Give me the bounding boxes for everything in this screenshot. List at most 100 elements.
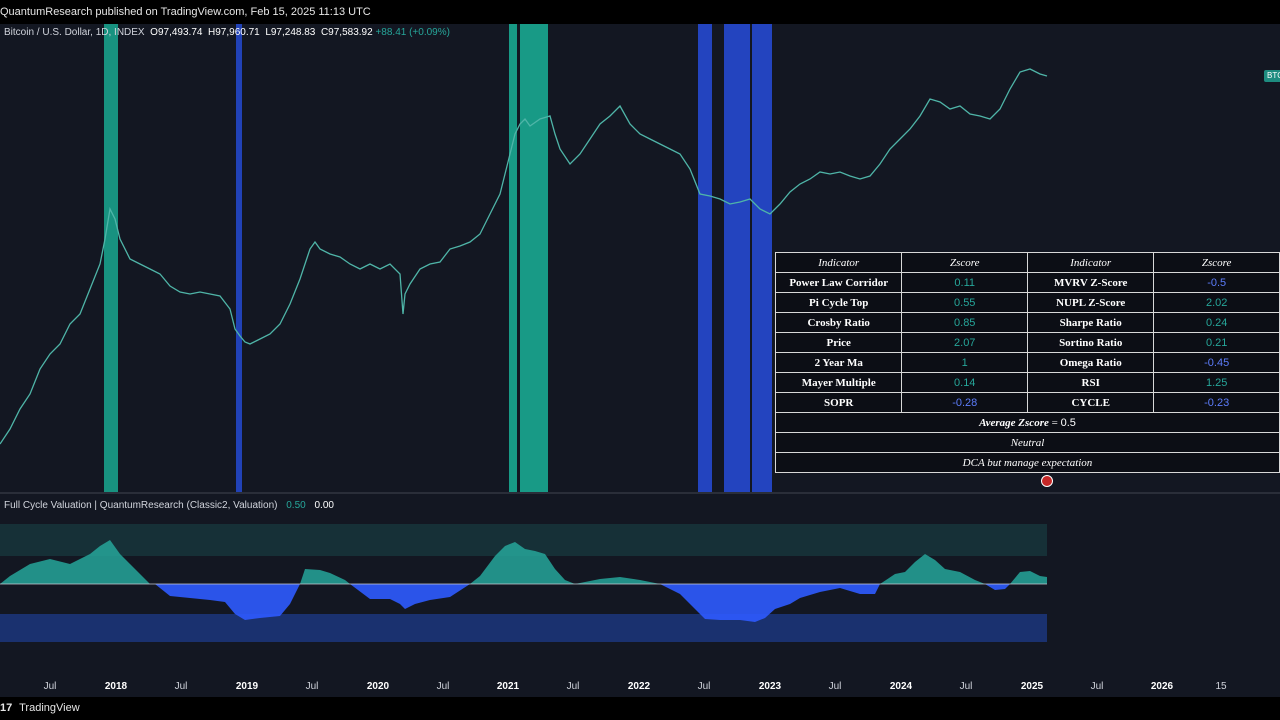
time-tick-label: Jul: [43, 681, 57, 692]
undervalued-band: [236, 24, 242, 492]
time-tick-label: Jul: [1090, 681, 1104, 692]
time-tick-label: 2021: [496, 681, 520, 692]
time-tick-label: 2022: [627, 681, 651, 692]
indicator-name-cell: Sortino Ratio: [1027, 332, 1155, 353]
market-state: Neutral: [775, 432, 1280, 453]
footer: 17 TradingView: [0, 697, 1280, 720]
indicator-legend[interactable]: Full Cycle Valuation | QuantumResearch (…: [4, 500, 334, 511]
col-header: Zscore: [901, 252, 1029, 273]
undervalued-band: [724, 24, 750, 492]
state-text: Neutral: [1010, 436, 1045, 449]
zscore-cell: 0.85: [901, 312, 1029, 333]
market-advice-row: DCA but manage expectation: [775, 452, 1280, 473]
symbol-legend[interactable]: Bitcoin / U.S. Dollar, 1D, INDEX O97,493…: [4, 27, 450, 38]
tradingview-logo-icon: 17: [0, 702, 13, 714]
time-tick-label: 2018: [104, 681, 128, 692]
time-tick-label: Jul: [436, 681, 450, 692]
indicator-name-cell: Mayer Multiple: [774, 372, 903, 393]
time-axis[interactable]: Jul 2018 Jul 2019 Jul 2020 Jul 2021 Jul 2022 Jul 20…: [0, 676, 1280, 696]
average-eq: =: [1051, 416, 1058, 429]
time-tick-label: 2020: [366, 681, 390, 692]
average-zscore: Average Zscore = 0.5: [775, 412, 1280, 433]
market-state-row: Neutral: [775, 432, 1280, 453]
zscore-cell: 0.24: [1153, 312, 1280, 333]
time-tick-label: Jul: [305, 681, 319, 692]
indicator-name-cell: Omega Ratio: [1027, 352, 1155, 373]
cursor-marker-icon: [1041, 475, 1053, 487]
symbol-name: Bitcoin / U.S. Dollar, 1D, INDEX: [4, 27, 145, 38]
indicator-name-cell: RSI: [1027, 372, 1155, 393]
col-header: Indicator: [1027, 252, 1155, 273]
valuation-bands: [104, 24, 772, 492]
average-value: 0.5: [1060, 416, 1076, 429]
overvalued-band: [520, 24, 548, 492]
col-header: Zscore: [1153, 252, 1280, 273]
ohlc-close: C97,583.92: [320, 27, 373, 38]
zscore-cell: 0.55: [901, 292, 1029, 313]
time-tick-label: Jul: [566, 681, 580, 692]
average-label: Average Zscore: [979, 416, 1049, 429]
col-header: Indicator: [774, 252, 903, 273]
table-row: Mayer Multiple 0.14 RSI 1.25: [774, 372, 1280, 393]
time-tick-label: Jul: [959, 681, 973, 692]
table-row: SOPR -0.28 CYCLE -0.23: [774, 392, 1280, 413]
time-tick-label: 2019: [235, 681, 259, 692]
zscore-cell: 1.25: [1153, 372, 1280, 393]
indicator-name-cell: Power Law Corridor: [774, 272, 903, 293]
average-zscore-row: Average Zscore = 0.5: [775, 412, 1280, 433]
time-tick-label: Jul: [174, 681, 188, 692]
time-tick-label: 2026: [1150, 681, 1174, 692]
undervalued-band: [752, 24, 772, 492]
table-row: 2 Year Ma 1 Omega Ratio -0.45: [774, 352, 1280, 373]
oscillator-positive: [0, 540, 1047, 584]
indicator-name-cell: Price: [774, 332, 903, 353]
overvalued-band: [509, 24, 517, 492]
zscore-cell: -0.45: [1153, 352, 1280, 373]
valuation-oscillator: [0, 524, 1047, 642]
zscore-cell: 0.21: [1153, 332, 1280, 353]
zscore-cell: 0.11: [901, 272, 1029, 293]
time-tick-label: 2024: [889, 681, 913, 692]
zscore-cell: -0.5: [1153, 272, 1280, 293]
time-tick-label: Jul: [697, 681, 711, 692]
table-row: Pi Cycle Top 0.55 NUPL Z-Score 2.02: [774, 292, 1280, 313]
indicator-name-cell: Crosby Ratio: [774, 312, 903, 333]
undervalued-band: [698, 24, 712, 492]
zscore-cell: 2.07: [901, 332, 1029, 353]
advice-text: DCA but manage expectation: [962, 456, 1093, 469]
zscore-cell: 1: [901, 352, 1029, 373]
zscore-table: Indicator Zscore Indicator Zscore Power …: [774, 252, 1280, 473]
indicator-value: 0.00: [314, 500, 334, 511]
brand-name: TradingView: [19, 702, 80, 714]
indicator-name: Full Cycle Valuation | QuantumResearch (…: [4, 500, 278, 511]
zscore-cell: 2.02: [1153, 292, 1280, 313]
zscore-cell: -0.28: [901, 392, 1029, 413]
market-advice: DCA but manage expectation: [775, 452, 1280, 473]
time-tick-label: 15: [1215, 681, 1227, 692]
publish-header: QuantumResearch published on TradingView…: [0, 0, 1280, 24]
indicator-name-cell: Pi Cycle Top: [774, 292, 903, 313]
indicator-name-cell: NUPL Z-Score: [1027, 292, 1155, 313]
table-row: Power Law Corridor 0.11 MVRV Z-Score -0.5: [774, 272, 1280, 293]
indicator-name-cell: 2 Year Ma: [774, 352, 903, 373]
table-row: Price 2.07 Sortino Ratio 0.21: [774, 332, 1280, 353]
indicator-value: 0.50: [286, 500, 306, 511]
time-tick-label: 2025: [1020, 681, 1044, 692]
indicator-name-cell: CYCLE: [1027, 392, 1155, 413]
btc-price-line: [0, 68, 1048, 445]
price-tag: BTC: [1264, 70, 1280, 82]
indicator-name-cell: SOPR: [774, 392, 903, 413]
oscillator-negative: [155, 584, 1010, 622]
table-header-row: Indicator Zscore Indicator Zscore: [774, 252, 1280, 273]
ohlc-low: L97,248.83: [265, 27, 316, 38]
indicator-name-cell: Sharpe Ratio: [1027, 312, 1155, 333]
zscore-cell: -0.23: [1153, 392, 1280, 413]
table-row: Crosby Ratio 0.85 Sharpe Ratio 0.24: [774, 312, 1280, 333]
price-change: +88.41 (+0.09%): [375, 27, 450, 38]
publish-text: QuantumResearch published on TradingView…: [0, 6, 371, 18]
overvalued-band: [104, 24, 118, 492]
time-tick-label: 2023: [758, 681, 782, 692]
ohlc-open: O97,493.74: [150, 27, 203, 38]
indicator-name-cell: MVRV Z-Score: [1027, 272, 1155, 293]
zscore-cell: 0.14: [901, 372, 1029, 393]
